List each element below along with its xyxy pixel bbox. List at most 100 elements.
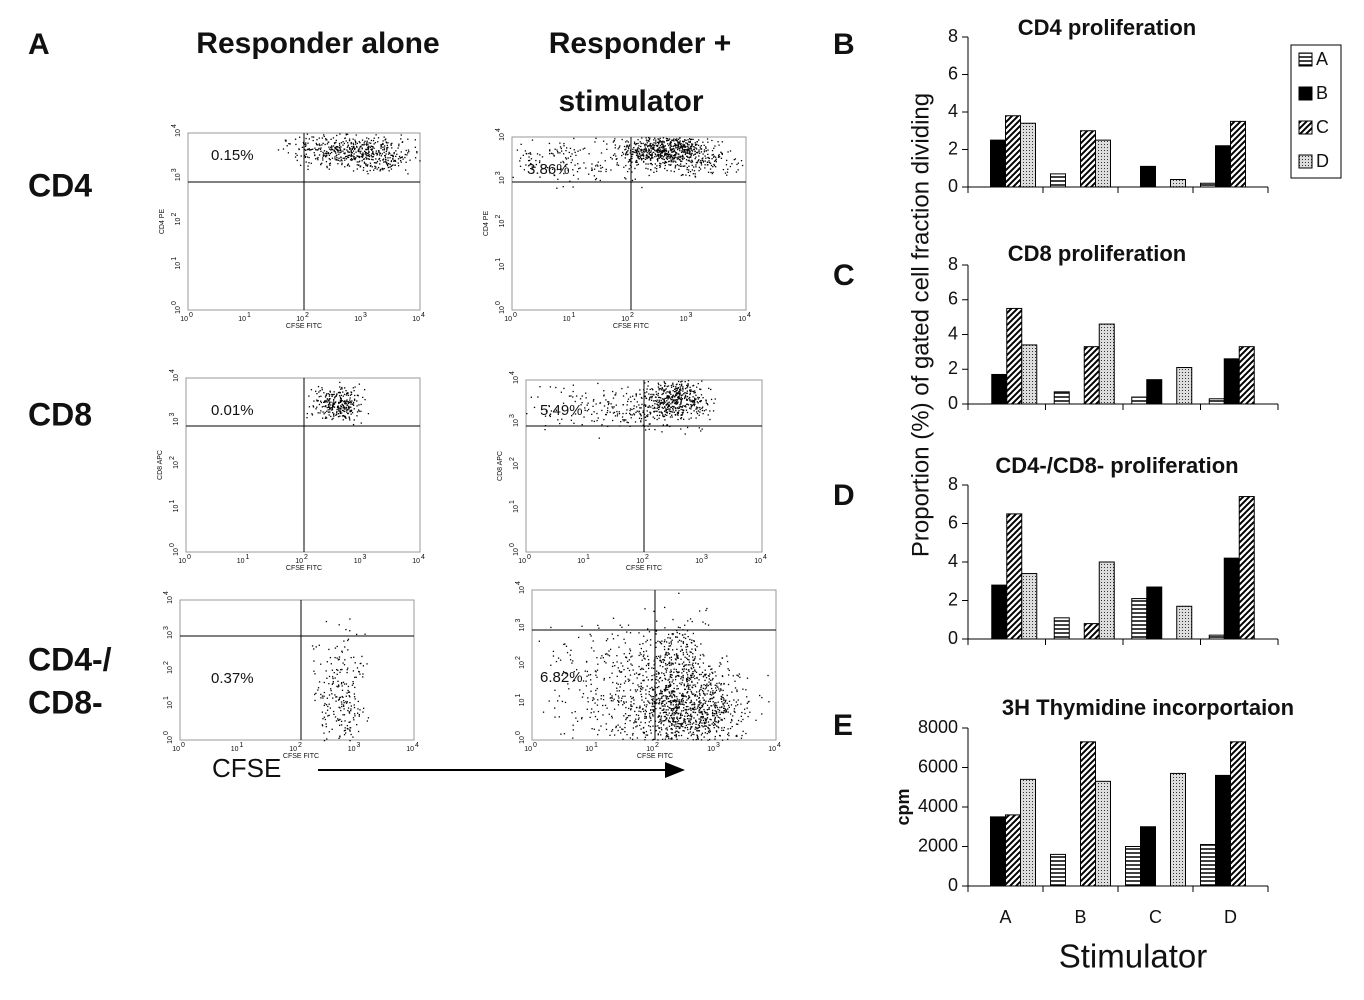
flow-dot [344, 401, 346, 403]
flow-dot [734, 711, 736, 713]
flow-dot [625, 164, 627, 167]
flow-dot [665, 717, 667, 719]
flow-dot [695, 738, 697, 741]
flow-dot [706, 403, 709, 405]
flow-dot [562, 160, 564, 163]
flow-tick-base: 10 [513, 419, 520, 427]
flow-dot [653, 610, 655, 613]
flow-dot [318, 644, 320, 646]
flow-dot [738, 673, 741, 675]
flow-tick-exp: 3 [515, 619, 522, 623]
gate-percentage: 3.86% [527, 161, 570, 178]
flow-dot [707, 721, 710, 723]
flow-dot [308, 395, 310, 397]
flow-dot [387, 162, 390, 165]
flow-dot [401, 156, 403, 159]
flow-dot [693, 403, 695, 405]
flow-dot [685, 708, 688, 711]
flow-dot [661, 709, 663, 711]
flow-dot [587, 701, 589, 703]
flow-dot [556, 151, 559, 153]
flow-tick-base: 10 [707, 746, 715, 753]
flow-dot [691, 169, 694, 171]
flow-dot [642, 710, 645, 713]
flow-dot [658, 411, 661, 413]
flow-dot [323, 392, 325, 394]
flow-dot [338, 656, 341, 658]
flow-tick-exp: 3 [169, 413, 176, 417]
flow-dot [673, 694, 676, 697]
flow-dot [637, 139, 639, 141]
flow-dot [555, 660, 558, 663]
flow-dot [665, 664, 667, 666]
flow-dot [656, 168, 658, 170]
flow-dot [681, 634, 684, 636]
flow-dot [535, 159, 537, 162]
flow-dot [660, 643, 663, 645]
flow-dot [659, 677, 661, 679]
flow-dot [664, 656, 666, 658]
flow-dot [358, 156, 361, 159]
flow-dot [661, 147, 663, 149]
flow-dot [680, 401, 682, 403]
flow-dot [675, 733, 677, 736]
flow-tick-base: 10 [173, 418, 180, 426]
flow-dot [684, 633, 686, 635]
flow-dot [370, 148, 372, 151]
flow-dot [714, 691, 717, 693]
flow-dot [666, 654, 668, 656]
flow-dot [535, 163, 537, 166]
flow-dot [642, 153, 644, 155]
flow-dot [362, 169, 365, 171]
flow-dot [630, 400, 632, 403]
flow-dot [741, 164, 744, 167]
flow-dot [321, 162, 323, 164]
flow-dot [644, 608, 646, 610]
flow-dot [700, 702, 702, 704]
flow-dot [359, 662, 361, 665]
flow-dot [664, 405, 666, 408]
flow-dot [697, 396, 699, 399]
flow-dot [640, 420, 642, 422]
flow-dot [323, 134, 325, 136]
flow-dot [331, 395, 333, 398]
flow-dot [664, 145, 666, 147]
flow-dot [324, 405, 327, 408]
flow-dot [670, 150, 672, 152]
flow-dot [330, 689, 332, 692]
flow-dot [658, 721, 660, 723]
flow-dot [632, 727, 635, 729]
flow-dot [668, 410, 670, 412]
flow-dot [713, 155, 715, 157]
flow-dot [362, 158, 365, 160]
flow-dot [328, 675, 331, 678]
flow-dot [651, 397, 653, 399]
flow-dot [748, 700, 750, 703]
flow-tick-base: 10 [524, 746, 532, 753]
flow-dot [717, 156, 720, 158]
flow-dot [695, 699, 698, 701]
flow-dot [347, 142, 349, 144]
legend-label: C [1316, 117, 1329, 137]
flow-dot [671, 416, 673, 418]
flow-dot [578, 636, 580, 639]
flow-dot [768, 701, 770, 703]
flow-dot [697, 160, 699, 162]
flow-dot [733, 710, 735, 712]
flow-dot [694, 656, 696, 658]
flow-dot [696, 734, 698, 737]
flow-dot [337, 680, 339, 682]
flow-dot [349, 399, 351, 401]
flow-dot [694, 150, 696, 153]
flow-dot [519, 160, 521, 162]
flow-dot [673, 682, 675, 685]
flow-dot [745, 689, 747, 691]
flow-dot [709, 673, 711, 675]
flow-dot [548, 700, 550, 702]
flow-dot [679, 159, 681, 161]
flow-dot [622, 419, 624, 421]
bar [1238, 346, 1255, 405]
flow-dot [734, 158, 737, 160]
flow-dot [327, 399, 329, 401]
flow-dot [638, 410, 640, 413]
